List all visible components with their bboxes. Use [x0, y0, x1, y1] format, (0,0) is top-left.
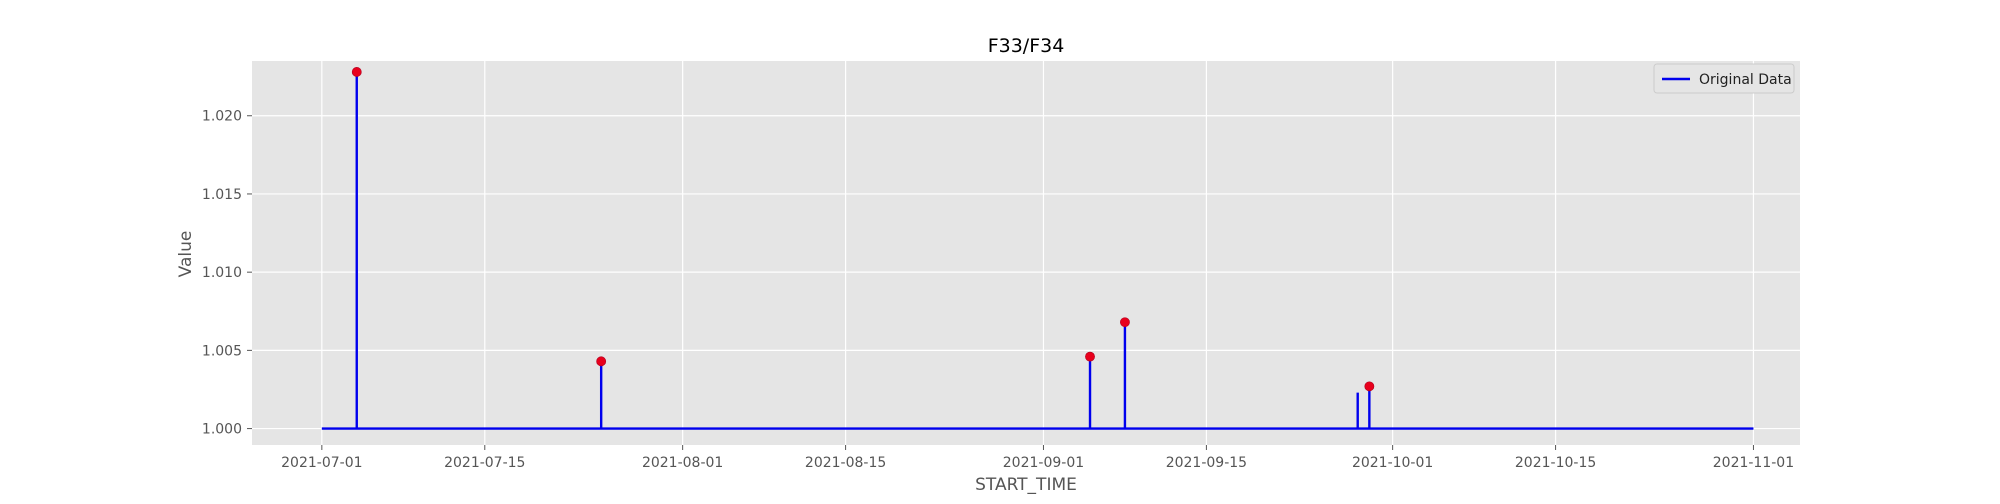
- legend-box: [1653, 63, 1795, 94]
- x-tick-label: 2021-08-01: [642, 455, 723, 471]
- y-tick-label: 1.000: [202, 422, 242, 438]
- anomaly-point: [596, 356, 607, 367]
- y-axis: 1.000 1.005 1.010 1.015 1.020: [202, 109, 252, 438]
- x-tick-label: 2021-08-15: [805, 455, 886, 471]
- x-tick-label: 2021-10-15: [1515, 455, 1596, 471]
- y-tick-label: 1.010: [202, 265, 242, 281]
- legend-label-original-data: Original Data: [1699, 72, 1792, 88]
- x-tick-label: 2021-07-15: [444, 455, 525, 471]
- y-tick-label: 1.005: [202, 343, 242, 359]
- x-tick-label: 2021-09-01: [1003, 455, 1084, 471]
- chart-title: F33/F34: [988, 35, 1065, 57]
- anomaly-point: [351, 67, 362, 77]
- anomaly-point: [1364, 381, 1375, 392]
- highlight-points: [351, 67, 1375, 392]
- x-tick-label: 2021-07-01: [281, 455, 362, 471]
- plot-background: [252, 61, 1800, 445]
- series-line-original-data: [321, 71, 1754, 430]
- legend: Original Data: [1653, 63, 1795, 94]
- anomaly-point: [1085, 351, 1095, 362]
- x-tick-label: 2021-10-01: [1352, 455, 1433, 471]
- x-axis-label: START_TIME: [975, 475, 1077, 495]
- x-tick-label: 2021-11-01: [1713, 455, 1794, 471]
- y-tick-label: 1.015: [202, 187, 242, 203]
- series-layer: [321, 71, 1754, 430]
- anomaly-point: [1120, 317, 1130, 328]
- y-tick-label: 1.020: [202, 109, 242, 125]
- x-tick-label: 2021-09-15: [1166, 455, 1247, 471]
- x-axis: 2021-07-01 2021-07-15 2021-08-01 2021-08-15…: [281, 445, 1794, 471]
- y-axis-label: Value: [176, 231, 196, 278]
